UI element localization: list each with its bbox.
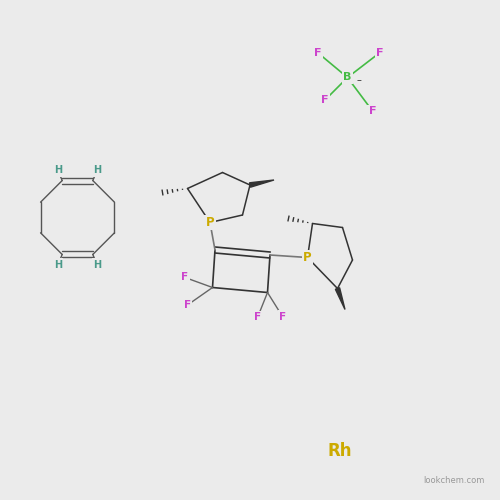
Text: H: H xyxy=(54,260,62,270)
Text: F: F xyxy=(314,48,321,58)
Text: F: F xyxy=(321,95,329,105)
Text: F: F xyxy=(279,312,286,322)
Text: H: H xyxy=(93,260,101,270)
Polygon shape xyxy=(336,288,345,310)
Text: B: B xyxy=(344,72,351,83)
Text: –: – xyxy=(356,75,362,85)
Text: P: P xyxy=(206,216,214,229)
Text: F: F xyxy=(182,272,188,282)
Text: F: F xyxy=(376,48,384,58)
Text: F: F xyxy=(184,300,191,310)
Text: F: F xyxy=(254,312,261,322)
Text: P: P xyxy=(303,251,312,264)
Text: H: H xyxy=(54,166,62,175)
Text: lookchem.com: lookchem.com xyxy=(424,476,485,485)
Text: F: F xyxy=(369,106,376,116)
Text: Rh: Rh xyxy=(328,442,352,460)
Text: H: H xyxy=(93,166,101,175)
Polygon shape xyxy=(250,180,274,187)
